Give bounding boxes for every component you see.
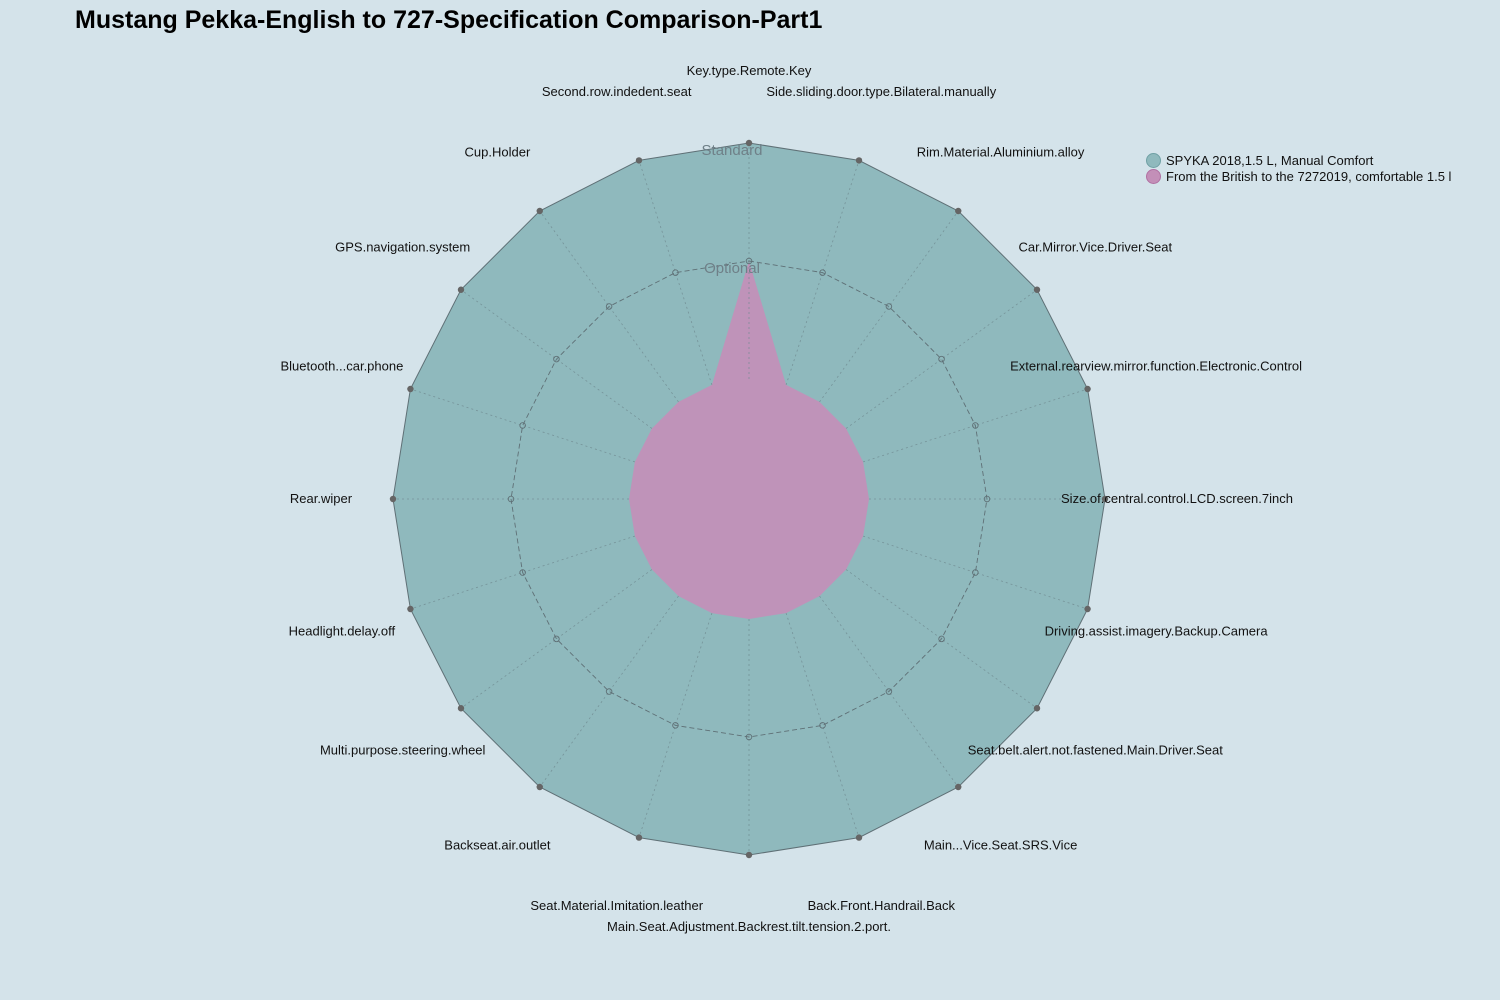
ring-marker-point [819, 269, 826, 276]
axis-spoke [460, 289, 653, 429]
ring-marker-point [885, 303, 893, 310]
axis-label: Main.Seat.Adjustment.Backrest.tilt.tensi… [607, 919, 891, 934]
axis-spoke [410, 535, 635, 610]
ring-marker-point [938, 635, 945, 643]
axis-label: Side.sliding.door.type.Bilateral.manuall… [766, 84, 996, 99]
axis-spoke [539, 595, 679, 788]
ring-marker-point [553, 635, 560, 643]
ring-marker-point [605, 688, 613, 695]
outer-marker-point [536, 207, 543, 215]
outer-marker-point [407, 605, 414, 613]
axis-label: Main...Vice.Seat.SRS.Vice [924, 837, 1077, 852]
outer-marker-point [635, 157, 643, 164]
axis-spoke [863, 388, 1088, 463]
axis-label: Multi.purpose.steering.wheel [320, 743, 486, 758]
grid-ring-optional [510, 260, 988, 738]
ring-marker-point [745, 733, 753, 741]
axis-label: Rear.wiper [290, 491, 353, 506]
axis-spoke [819, 210, 959, 403]
outer-marker-point [635, 834, 643, 841]
axis-label: Headlight.delay.off [289, 623, 396, 638]
legend: SPYKA 2018,1.5 L, Manual Comfort From th… [1146, 152, 1451, 185]
legend-label: From the British to the 7272019, comfort… [1166, 169, 1452, 185]
axis-label: Seat.belt.alert.not.fastened.Main.Driver… [968, 743, 1223, 758]
legend-item-series-1[interactable]: SPYKA 2018,1.5 L, Manual Comfort [1146, 152, 1451, 169]
axis-label: GPS.navigation.system [335, 239, 470, 254]
legend-swatch-icon [1146, 169, 1161, 185]
outer-marker-point [389, 495, 397, 503]
ring-label-optional: Optional [704, 260, 760, 277]
axis-label: Key.type.Remote.Key [687, 63, 812, 78]
ring-marker-point [972, 422, 979, 429]
outer-marker-point [1084, 385, 1091, 393]
outer-marker-point [536, 783, 543, 791]
series-area-2 [629, 261, 869, 619]
axis-spoke [460, 569, 653, 709]
ring-marker-point [938, 355, 945, 363]
outer-marker-point [457, 705, 465, 712]
outer-marker-point [955, 207, 962, 215]
ring-marker-point [553, 355, 560, 363]
axis-label: Driving.assist.imagery.Backup.Camera [1045, 623, 1269, 638]
outer-marker-point [745, 139, 753, 147]
axis-label: Bluetooth...car.phone [280, 359, 403, 374]
legend-label: SPYKA 2018,1.5 L, Manual Comfort [1166, 152, 1374, 168]
axis-spoke [785, 613, 860, 838]
outer-marker-point [1033, 286, 1041, 293]
axis-spoke [638, 160, 713, 385]
axis-label: Backseat.air.outlet [444, 837, 551, 852]
outer-marker-point [855, 834, 863, 841]
outer-marker-point [457, 286, 465, 293]
axis-spoke [539, 210, 679, 403]
legend-swatch-icon [1146, 152, 1161, 168]
ring-marker-point [507, 495, 515, 503]
axis-spoke [410, 388, 635, 463]
ring-marker-point [672, 722, 679, 729]
axis-spoke [863, 535, 1088, 610]
ring-marker-point [605, 303, 613, 310]
outer-marker-point [1101, 495, 1109, 503]
axis-label: Back.Front.Handrail.Back [808, 898, 956, 913]
chart-title: Mustang Pekka-English to 727-Specificati… [75, 6, 823, 34]
axis-label: Second.row.indedent.seat [542, 84, 692, 99]
axis-spoke [845, 569, 1038, 709]
ring-marker-point [519, 422, 526, 429]
ring-marker-point [745, 257, 753, 265]
outer-marker-point [855, 157, 863, 164]
axis-label: Cup.Holder [465, 145, 531, 160]
axis-label: Size.of.central.control.LCD.screen.7inch [1061, 491, 1293, 506]
axis-spoke [819, 595, 959, 788]
ring-label-standard: Standard [702, 142, 763, 159]
axis-label: Rim.Material.Aluminium.alloy [917, 145, 1085, 160]
axis-label: External.rearview.mirror.function.Electr… [1010, 359, 1302, 374]
radar-axis-labels: Optional Standard Key.type.Remote.Key Side.… [280, 63, 1302, 934]
ring-marker-point [885, 688, 893, 695]
outer-marker-point [745, 851, 753, 859]
radar-grid [389, 139, 1109, 859]
axis-spoke [845, 289, 1038, 429]
outer-marker-point [1033, 705, 1041, 712]
axis-label: Seat.Material.Imitation.leather [530, 898, 703, 913]
ring-marker-point [519, 569, 526, 576]
ring-marker-point [972, 569, 979, 576]
outer-marker-point [407, 385, 414, 393]
outer-marker-point [1084, 605, 1091, 613]
legend-item-series-2[interactable]: From the British to the 7272019, comfort… [1146, 169, 1451, 186]
ring-marker-point [672, 269, 679, 276]
ring-marker-point [983, 495, 991, 503]
axis-spoke [638, 613, 713, 838]
outer-marker-point [955, 783, 962, 791]
axis-label: Car.Mirror.Vice.Driver.Seat [1018, 239, 1172, 254]
ring-marker-point [819, 722, 826, 729]
axis-spoke [785, 160, 860, 385]
